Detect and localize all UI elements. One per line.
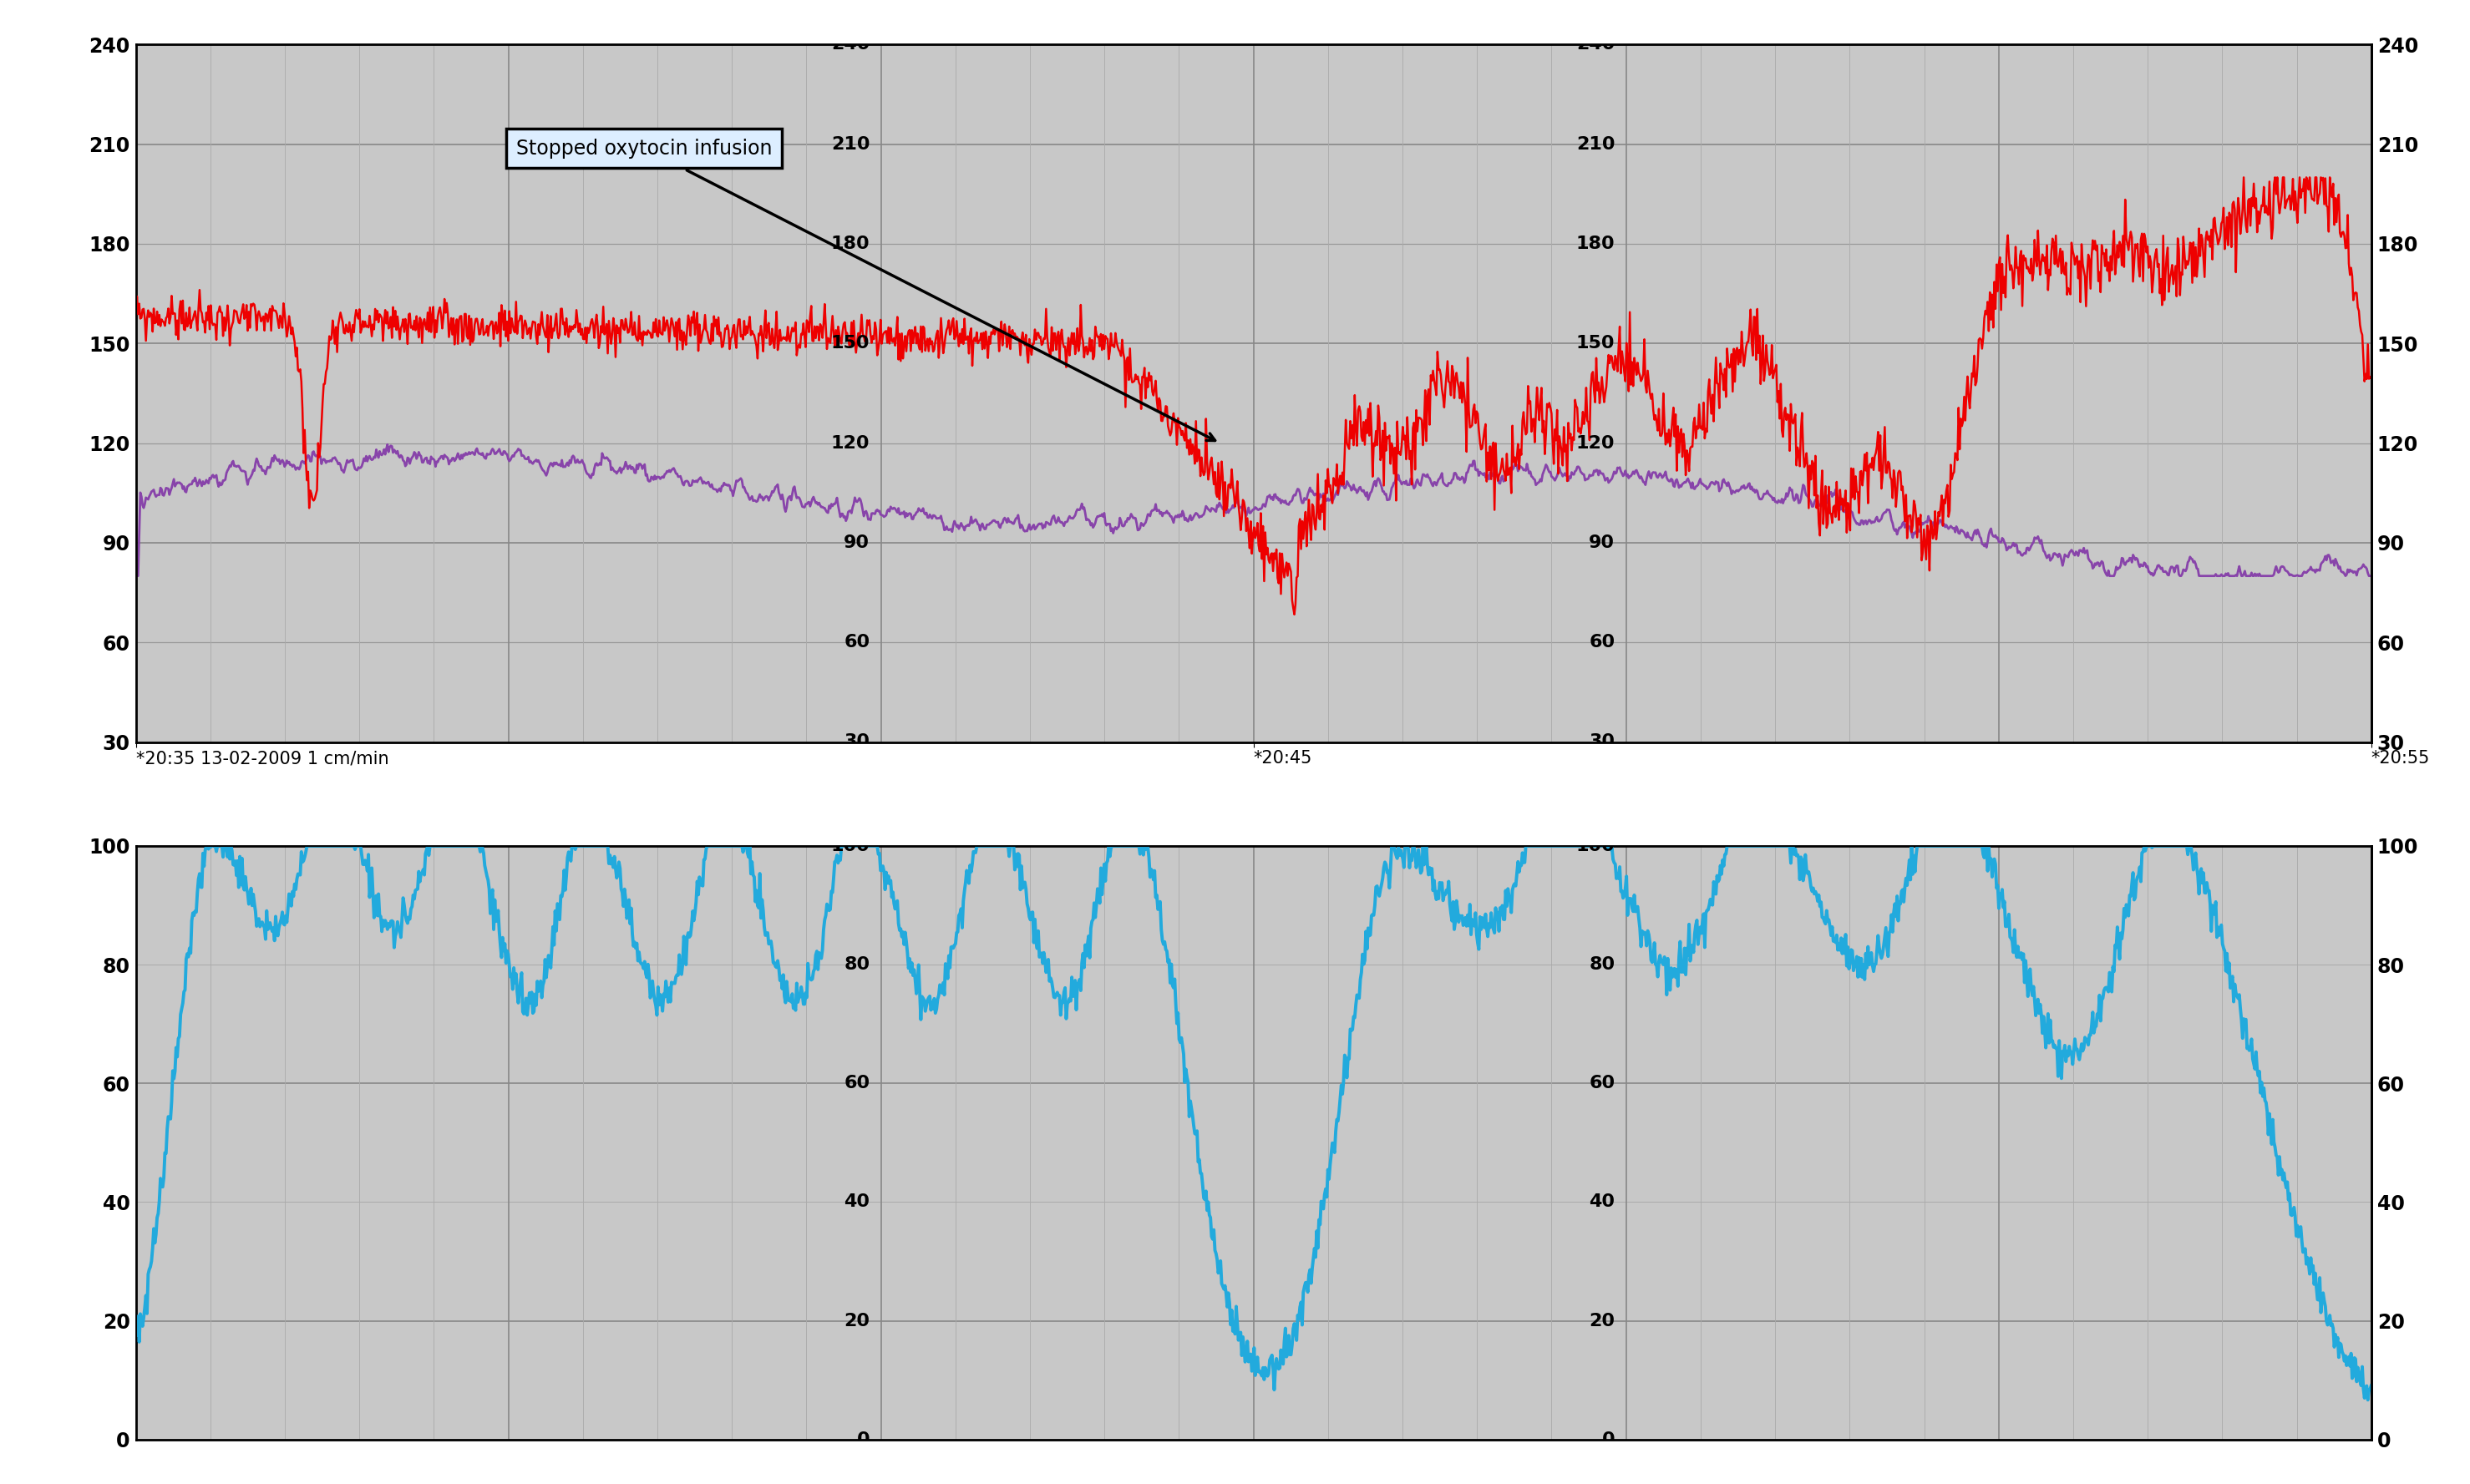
Text: 100: 100 (1576, 837, 1615, 855)
Text: 0: 0 (857, 1431, 869, 1448)
Text: 100: 100 (830, 837, 869, 855)
Text: 80: 80 (1588, 956, 1615, 974)
Text: 60: 60 (845, 1074, 869, 1092)
Text: 40: 40 (845, 1193, 869, 1211)
Text: 40: 40 (1588, 1193, 1615, 1211)
Text: 180: 180 (830, 236, 869, 252)
Text: 30: 30 (1588, 733, 1615, 751)
Text: 240: 240 (1576, 36, 1615, 53)
Text: 90: 90 (845, 534, 869, 551)
Text: 150: 150 (830, 335, 869, 352)
Text: 60: 60 (1588, 1074, 1615, 1092)
Text: 240: 240 (830, 36, 869, 53)
Text: Stopped oxytocin infusion: Stopped oxytocin infusion (516, 138, 1215, 441)
Text: 210: 210 (830, 137, 869, 153)
Text: 20: 20 (845, 1312, 869, 1330)
Text: 210: 210 (1576, 137, 1615, 153)
Text: 0: 0 (1603, 1431, 1615, 1448)
Text: 150: 150 (1576, 335, 1615, 352)
Text: 120: 120 (1576, 435, 1615, 451)
Text: 120: 120 (830, 435, 869, 451)
Text: 60: 60 (1588, 634, 1615, 650)
Text: 80: 80 (845, 956, 869, 974)
Text: 180: 180 (1576, 236, 1615, 252)
Text: 60: 60 (845, 634, 869, 650)
Text: 90: 90 (1588, 534, 1615, 551)
Text: 20: 20 (1588, 1312, 1615, 1330)
Text: 30: 30 (845, 733, 869, 751)
